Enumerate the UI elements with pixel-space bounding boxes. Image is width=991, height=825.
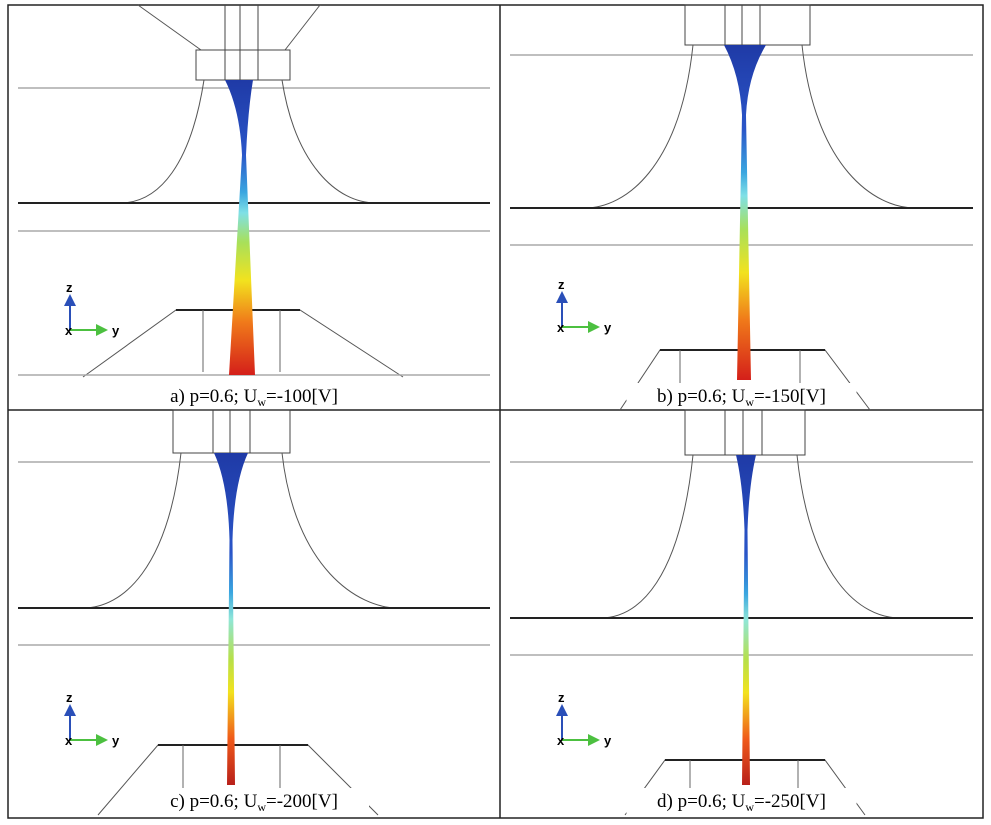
panel: z x y c) p=0.6; Uw=-200[V] xyxy=(18,410,490,815)
caption-suffix: =-150[V] xyxy=(754,386,826,407)
caption-subscript: w xyxy=(745,395,754,409)
bell-curve xyxy=(600,455,693,618)
caption-subscript: w xyxy=(257,800,266,814)
beam xyxy=(736,455,756,785)
bell-curve xyxy=(282,453,398,608)
bell-curve xyxy=(585,45,693,208)
frame xyxy=(8,5,983,818)
axis-z-label: z xyxy=(558,277,565,292)
bell-curve xyxy=(120,80,204,203)
caption-prefix: c) p=0.6; U xyxy=(170,791,258,812)
axis-x-label: x xyxy=(65,323,73,338)
axis-x-label: x xyxy=(557,733,565,748)
electrode-box xyxy=(685,5,810,45)
caption-suffix: =-250[V] xyxy=(754,791,826,812)
electrode-box xyxy=(173,410,290,453)
panel: z x y b) p=0.6; Uw=-150[V] xyxy=(510,5,973,410)
electrode-box xyxy=(685,410,805,455)
axis-y-label: y xyxy=(604,733,612,748)
bell-curve xyxy=(797,455,900,618)
caption-subscript: w xyxy=(745,800,754,814)
axis-y-label: y xyxy=(112,733,120,748)
caption: b) p=0.6; Uw=-150[V] xyxy=(657,386,826,409)
axis-z-label: z xyxy=(66,280,73,295)
axis-x-label: x xyxy=(557,320,565,335)
caption-suffix: =-100[V] xyxy=(266,386,338,407)
axis-x-label: x xyxy=(65,733,73,748)
figure: zxya) p=0.6; Uw=-100[V]zxyb) p=0.6; Uw=-… xyxy=(0,0,991,825)
panel: z x y d) p=0.6; Uw=-250[V] xyxy=(510,410,973,815)
caption-prefix: d) p=0.6; U xyxy=(657,791,746,812)
electrode-box xyxy=(196,50,290,80)
beam xyxy=(724,45,766,380)
caption-suffix: =-200[V] xyxy=(266,791,338,812)
axis-z-label: z xyxy=(66,690,73,705)
caption: a) p=0.6; Uw=-100[V] xyxy=(170,386,338,409)
axis-z-label: z xyxy=(558,690,565,705)
caption: c) p=0.6; Uw=-200[V] xyxy=(170,791,338,814)
bell-curve xyxy=(83,453,181,608)
bell-curve xyxy=(802,45,915,208)
bell-curve xyxy=(282,80,376,203)
caption-subscript: w xyxy=(257,395,266,409)
caption: d) p=0.6; Uw=-250[V] xyxy=(657,791,826,814)
panel: z x y a) p=0.6; Uw=-100[V] xyxy=(18,5,490,409)
axis-y-label: y xyxy=(112,323,120,338)
caption-prefix: b) p=0.6; U xyxy=(657,386,746,407)
beam xyxy=(214,453,248,785)
funnel xyxy=(138,5,201,50)
caption-prefix: a) p=0.6; U xyxy=(170,386,258,407)
beam xyxy=(225,80,255,375)
axis-y-label: y xyxy=(604,320,612,335)
funnel xyxy=(285,5,320,50)
